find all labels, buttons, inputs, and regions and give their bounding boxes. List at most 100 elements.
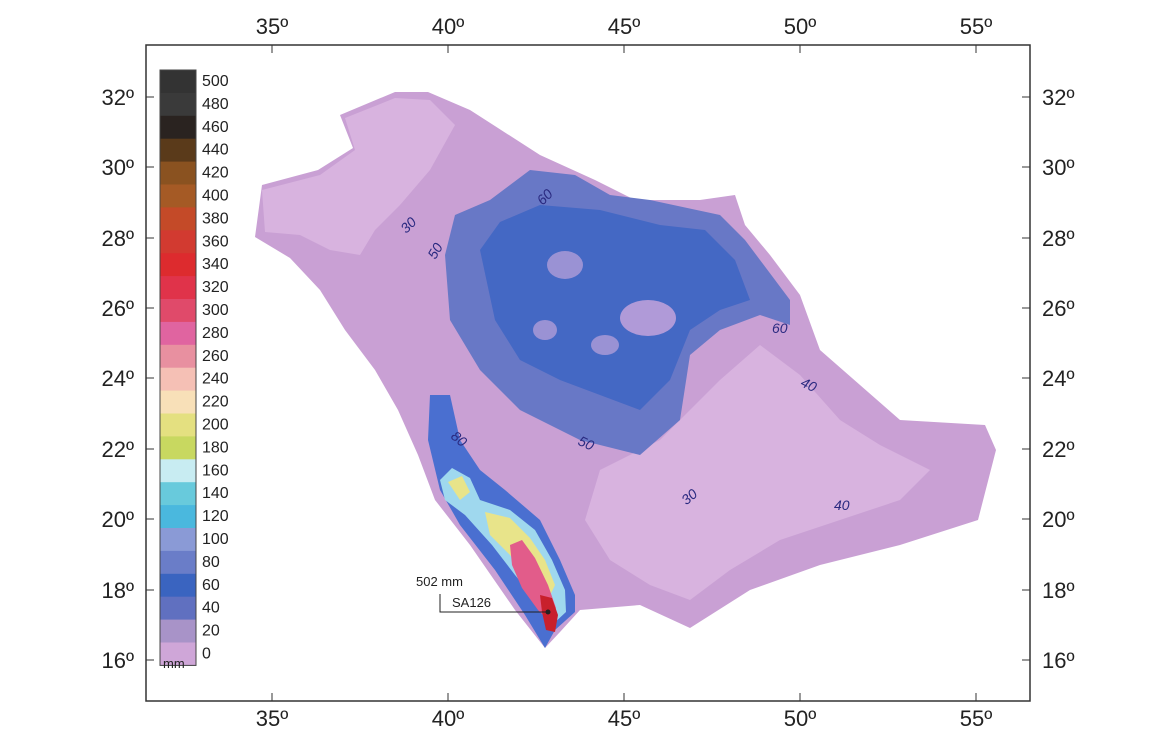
- right-tick-label: 26º: [1042, 296, 1075, 321]
- legend-level-label: 280: [202, 325, 229, 342]
- legend-level-label: 60: [202, 577, 220, 594]
- left-tick-label: 32º: [101, 85, 134, 110]
- right-tick-label: 28º: [1042, 226, 1075, 251]
- left-tick-label: 26º: [101, 296, 134, 321]
- bottom-tick-label: 35º: [256, 706, 289, 731]
- legend-swatch: [160, 92, 196, 117]
- legend-swatch: [160, 413, 196, 437]
- right-tick-label: 20º: [1042, 507, 1075, 532]
- legend-level-label: 300: [202, 302, 229, 319]
- legend-level-label: 180: [202, 439, 229, 456]
- right-tick-label: 16º: [1042, 648, 1075, 673]
- legend-level-label: 220: [202, 394, 229, 411]
- legend-unit-label: mm: [163, 656, 185, 671]
- contour-label: 50: [424, 240, 446, 262]
- legend-level-label: 340: [202, 256, 229, 273]
- legend-level-label: 440: [202, 142, 229, 159]
- legend-level-label: 260: [202, 348, 229, 365]
- contour-label: 60: [772, 320, 788, 336]
- left-tick-label: 30º: [101, 155, 134, 180]
- legend-swatch: [160, 276, 196, 300]
- right-tick-label: 24º: [1042, 366, 1075, 391]
- pale-patch-4: [591, 335, 619, 355]
- left-tick-label: 22º: [101, 437, 134, 462]
- legend-swatch: [160, 184, 196, 208]
- right-tick-label: 32º: [1042, 85, 1075, 110]
- legend-colorbar: 5004804604404204003803603403203002802602…: [159, 69, 229, 666]
- legend-swatch: [160, 436, 196, 460]
- top-tick-label: 45º: [608, 14, 641, 39]
- station-annotation: 502 mm SA126: [416, 574, 551, 615]
- legend-swatch: [160, 161, 196, 185]
- legend-swatch: [160, 115, 196, 140]
- right-tick-label: 18º: [1042, 578, 1075, 603]
- legend-swatch: [160, 70, 196, 94]
- legend-level-label: 100: [202, 531, 229, 548]
- top-tick-label: 40º: [432, 14, 465, 39]
- legend-swatch: [160, 528, 196, 552]
- legend-level-label: 80: [202, 554, 220, 571]
- legend-level-label: 120: [202, 508, 229, 525]
- right-axis: 32º 30º 28º 26º 24º 22º 20º 18º 16º: [1022, 85, 1075, 673]
- legend-swatch: [160, 207, 196, 231]
- bottom-tick-label: 45º: [608, 706, 641, 731]
- legend-swatch: [160, 321, 196, 346]
- legend-swatch: [160, 505, 196, 529]
- pale-patch-2: [547, 251, 583, 279]
- left-tick-label: 24º: [101, 366, 134, 391]
- legend-swatch: [160, 299, 196, 323]
- legend-swatch: [160, 367, 196, 392]
- legend-swatch: [160, 390, 196, 414]
- left-tick-label: 18º: [101, 578, 134, 603]
- legend-swatch: [160, 550, 196, 575]
- station-marker: [545, 609, 551, 615]
- region-light-se: [585, 345, 930, 600]
- legend-level-label: 140: [202, 485, 229, 502]
- legend-level-label: 40: [202, 600, 220, 617]
- region-deep-blue: [480, 205, 750, 410]
- legend-level-label: 160: [202, 462, 229, 479]
- legend-level-label: 480: [202, 96, 229, 113]
- contour-label: 40: [834, 497, 850, 513]
- bottom-tick-label: 40º: [432, 706, 465, 731]
- legend-swatch: [160, 253, 196, 277]
- top-tick-label: 35º: [256, 14, 289, 39]
- legend-swatch: [160, 459, 196, 483]
- legend-level-label: 200: [202, 417, 229, 434]
- left-axis: 32º 30º 28º 26º 24º 22º 20º 18º 16º: [101, 85, 154, 673]
- contour-label: 40: [798, 374, 819, 395]
- bottom-axis: 35º 40º 45º 50º 55º: [256, 693, 993, 731]
- station-leader-line: [439, 594, 548, 613]
- station-value-label: 502 mm: [416, 574, 463, 589]
- legend-level-label: 420: [202, 165, 229, 182]
- legend-level-label: 500: [202, 73, 229, 90]
- legend-level-label: 0: [202, 646, 211, 663]
- legend-level-label: 240: [202, 371, 229, 388]
- legend-border: [159, 69, 197, 666]
- legend-swatch: [160, 230, 196, 254]
- legend-level-label: 20: [202, 623, 220, 640]
- legend-level-label: 400: [202, 188, 229, 205]
- bottom-tick-label: 55º: [960, 706, 993, 731]
- top-axis: 35º 40º 45º 50º 55º: [256, 14, 993, 53]
- left-tick-label: 28º: [101, 226, 134, 251]
- region-light-nw: [262, 98, 455, 255]
- legend-level-label: 320: [202, 279, 229, 296]
- legend-level-label: 380: [202, 210, 229, 227]
- legend-swatch: [160, 344, 196, 369]
- pale-patch-1: [620, 300, 676, 336]
- legend-level-label: 460: [202, 119, 229, 136]
- bottom-tick-label: 50º: [784, 706, 817, 731]
- map-regions: [255, 92, 996, 648]
- left-tick-label: 16º: [101, 648, 134, 673]
- contour-label: 50: [576, 432, 597, 453]
- top-tick-label: 55º: [960, 14, 993, 39]
- legend-swatch: [160, 619, 196, 643]
- legend-swatch: [160, 642, 196, 666]
- right-tick-label: 30º: [1042, 155, 1075, 180]
- right-tick-label: 22º: [1042, 437, 1075, 462]
- contour-labels: 30 60 50 60 40 80 50 30 40: [397, 186, 850, 513]
- left-tick-label: 20º: [101, 507, 134, 532]
- legend-swatch: [160, 138, 196, 163]
